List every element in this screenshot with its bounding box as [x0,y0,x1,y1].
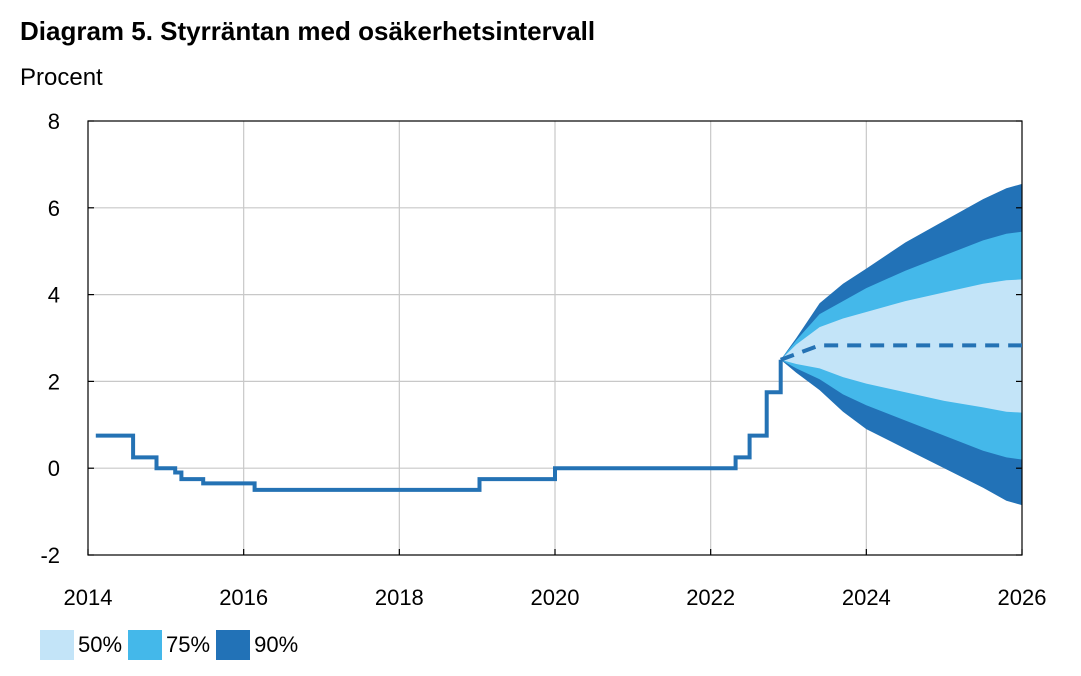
legend-swatch-50 [40,630,74,660]
legend-label-90: 90% [254,632,299,657]
y-tick-label-2: 2 [48,369,60,394]
y-tick-label-4: 4 [48,283,60,308]
x-tick-label-2014: 2014 [64,585,113,610]
legend: 50% 75% 90% [40,630,304,660]
y-tick-label-8: 8 [48,109,60,134]
legend-item-90: 90% [216,630,298,660]
plot-frame [87,120,1023,556]
x-tick-label-2016: 2016 [219,585,268,610]
legend-item-50: 50% [40,630,122,660]
series-lines [95,343,1022,492]
legend-item-75: 75% [128,630,210,660]
legend-label-75: 75% [166,632,211,657]
y-axis-unit-label: Procent [20,64,103,91]
chart-plot: -2 0 2 4 6 8 2014 2016 2018 2020 2022 2024 2026 [40,109,1046,610]
x-tick-label-2018: 2018 [375,585,424,610]
series-historical-line [95,359,783,492]
chart-title: Diagram 5. Styrräntan med osäkerhetsinte… [20,16,596,46]
y-tick-label--2: -2 [40,543,60,568]
y-tick-label-0: 0 [48,456,60,481]
x-tick-label-2026: 2026 [998,585,1047,610]
x-tick-label-2022: 2022 [686,585,735,610]
series-forecast-line [780,343,1022,362]
x-tick-label-2024: 2024 [842,585,891,610]
legend-swatch-90 [216,630,251,660]
x-tick-label-2020: 2020 [531,585,580,610]
y-tick-label-6: 6 [48,196,60,221]
legend-swatch-75 [128,630,163,660]
axis-ticks: -2 0 2 4 6 8 2014 2016 2018 2020 2022 2024 2026 [40,109,1046,610]
legend-label-50: 50% [78,632,123,657]
